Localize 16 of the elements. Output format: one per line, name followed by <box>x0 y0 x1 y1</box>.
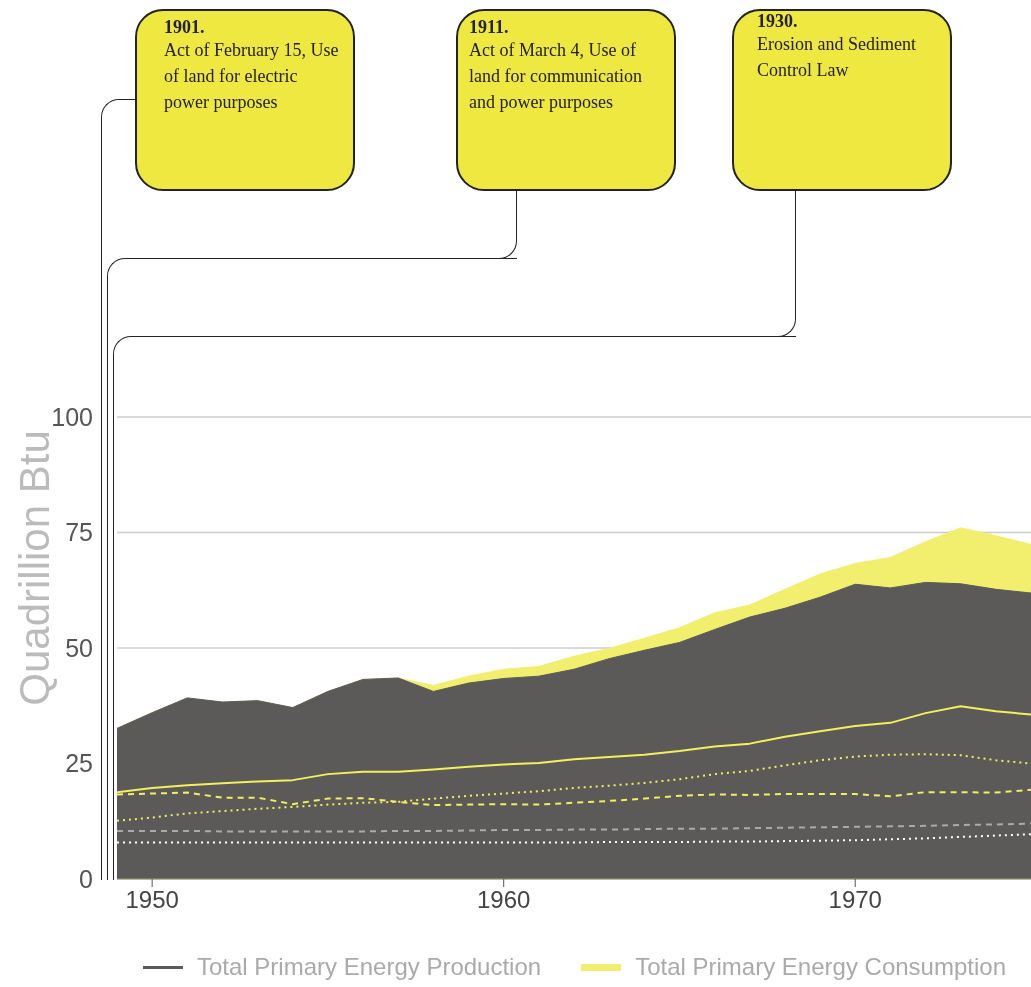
line-series <box>117 822 1031 833</box>
y-tick-label: 100 <box>51 402 93 431</box>
text: 1901. Act of February 15, Use of land for electric power purposes <box>164 17 340 114</box>
text: 1930. Erosion and Sediment Control Law <box>757 11 917 82</box>
x-tick-label: 1970 <box>828 886 882 914</box>
x-tick-label: 1960 <box>477 886 531 914</box>
x-tick-label: 1950 <box>125 886 179 914</box>
y-tick-label: 50 <box>65 633 93 662</box>
line-series <box>117 833 1031 844</box>
y-tick-label: 25 <box>65 749 93 778</box>
y-tick-label: 0 <box>79 864 93 893</box>
legend-label: Total Primary Energy Production <box>197 953 542 981</box>
y-tick-label: 75 <box>65 518 93 547</box>
y-axis-title: Quadrillion Btu <box>11 430 59 706</box>
legend-label: Total Primary Energy Consumption <box>635 953 1006 981</box>
text: 1911. Act of March 4, Use of land for communication and power purposes <box>469 17 643 114</box>
